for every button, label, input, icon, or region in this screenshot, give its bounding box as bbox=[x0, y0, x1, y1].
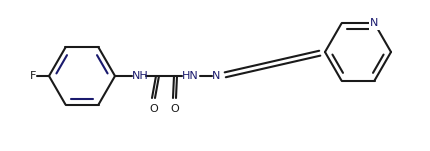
Text: HN: HN bbox=[182, 71, 199, 81]
Text: NH: NH bbox=[132, 71, 149, 81]
Text: O: O bbox=[170, 104, 179, 114]
Text: N: N bbox=[370, 18, 379, 28]
Text: F: F bbox=[30, 71, 36, 81]
Text: O: O bbox=[149, 104, 158, 114]
Text: N: N bbox=[212, 71, 220, 81]
